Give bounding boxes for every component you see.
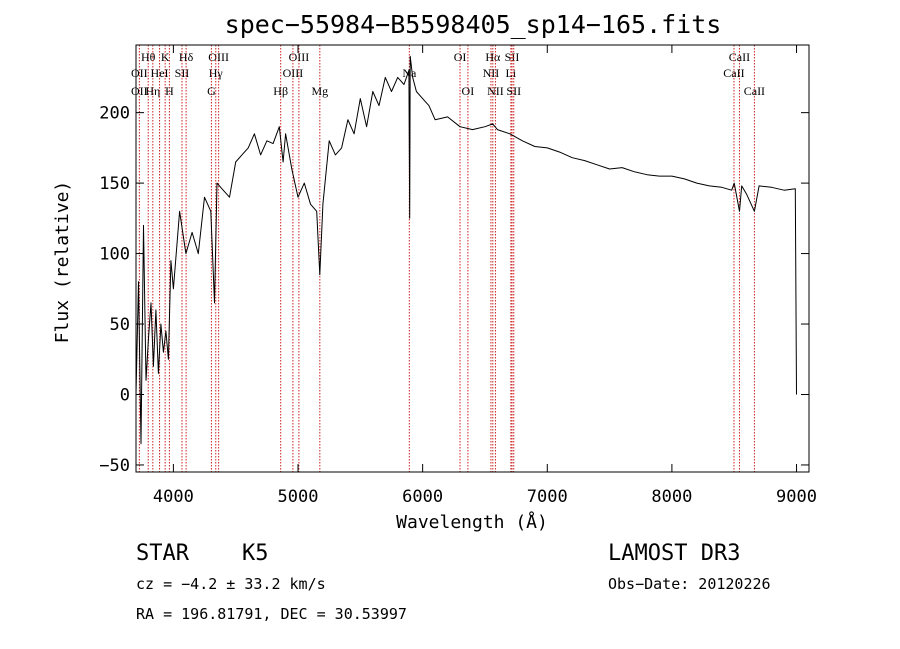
spectral-line-label: Mg bbox=[311, 84, 328, 98]
y-axis-ticks: −50 0 50 100 150 200 bbox=[99, 104, 809, 476]
spectral-line-label: K bbox=[161, 50, 170, 64]
spectrum-line bbox=[135, 55, 797, 445]
x-tick-label: 4000 bbox=[153, 487, 194, 507]
spectral-line-label: NII bbox=[487, 84, 504, 98]
spectral-line-label: CaII bbox=[729, 50, 750, 64]
y-tick-label: 200 bbox=[99, 104, 130, 124]
y-tick-label: 100 bbox=[99, 245, 130, 265]
spectral-line-label: OII bbox=[131, 84, 148, 98]
spectral-line-label: OIII bbox=[289, 50, 310, 64]
y-tick-label: 0 bbox=[120, 385, 130, 405]
x-tick-label: 6000 bbox=[402, 487, 443, 507]
spectral-line-label: SII bbox=[506, 84, 521, 98]
spectral-line-label: H bbox=[165, 84, 174, 98]
spectral-line-label: OI bbox=[454, 50, 467, 64]
x-axis-label: Wavelength (Å) bbox=[396, 511, 548, 533]
x-tick-label: 7000 bbox=[527, 487, 568, 507]
spectral-line-label: Hβ bbox=[273, 84, 288, 98]
object-subclass: K5 bbox=[242, 541, 269, 566]
y-tick-label: 50 bbox=[110, 315, 130, 335]
spectrum-series bbox=[135, 55, 797, 445]
spectral-line-label: Hδ bbox=[179, 50, 194, 64]
plot-frame bbox=[135, 44, 810, 473]
spectral-line-label: OIII bbox=[283, 66, 304, 80]
x-axis-ticks: 4000 5000 6000 7000 8000 9000 bbox=[153, 45, 817, 507]
coordinates-readout: RA = 196.81791, DEC = 30.53997 bbox=[136, 605, 407, 623]
spectral-line-label: Hη bbox=[145, 84, 160, 98]
y-axis-label: Flux (relative) bbox=[52, 181, 73, 344]
redshift-readout: cz = −4.2 ± 33.2 km/s bbox=[136, 575, 326, 593]
spectral-line-label: OII bbox=[131, 66, 148, 80]
spectral-line-label: NII bbox=[483, 66, 500, 80]
spectral-line-label: Hθ bbox=[141, 50, 156, 64]
object-class: STAR bbox=[136, 541, 190, 566]
spectral-line-label: SII bbox=[175, 66, 190, 80]
spectral-line-label: CaII bbox=[744, 84, 765, 98]
chart-title: spec−55984−B5598405_sp14−165.fits bbox=[225, 10, 722, 39]
observation-date: Obs−Date: 20120226 bbox=[608, 575, 771, 593]
spectral-line-label: Li bbox=[506, 66, 517, 80]
spectral-line-label: SII bbox=[505, 50, 520, 64]
spectral-line-label: Hα bbox=[485, 50, 501, 64]
spectral-line-label: G bbox=[207, 84, 216, 98]
y-tick-label: −50 bbox=[99, 456, 130, 476]
spectral-line-label: Hγ bbox=[209, 66, 224, 80]
x-tick-label: 8000 bbox=[651, 487, 692, 507]
survey-name: LAMOST DR3 bbox=[608, 541, 740, 566]
x-tick-label: 5000 bbox=[278, 487, 319, 507]
spectral-line-label: OI bbox=[462, 84, 475, 98]
spectral-line-label: OIII bbox=[208, 50, 229, 64]
spectral-line-label: CaII bbox=[723, 66, 744, 80]
spectral-line-label: Na bbox=[402, 66, 417, 80]
spectral-line-label: HeI bbox=[151, 66, 169, 80]
y-tick-label: 150 bbox=[99, 174, 130, 194]
x-tick-label: 9000 bbox=[776, 487, 817, 507]
